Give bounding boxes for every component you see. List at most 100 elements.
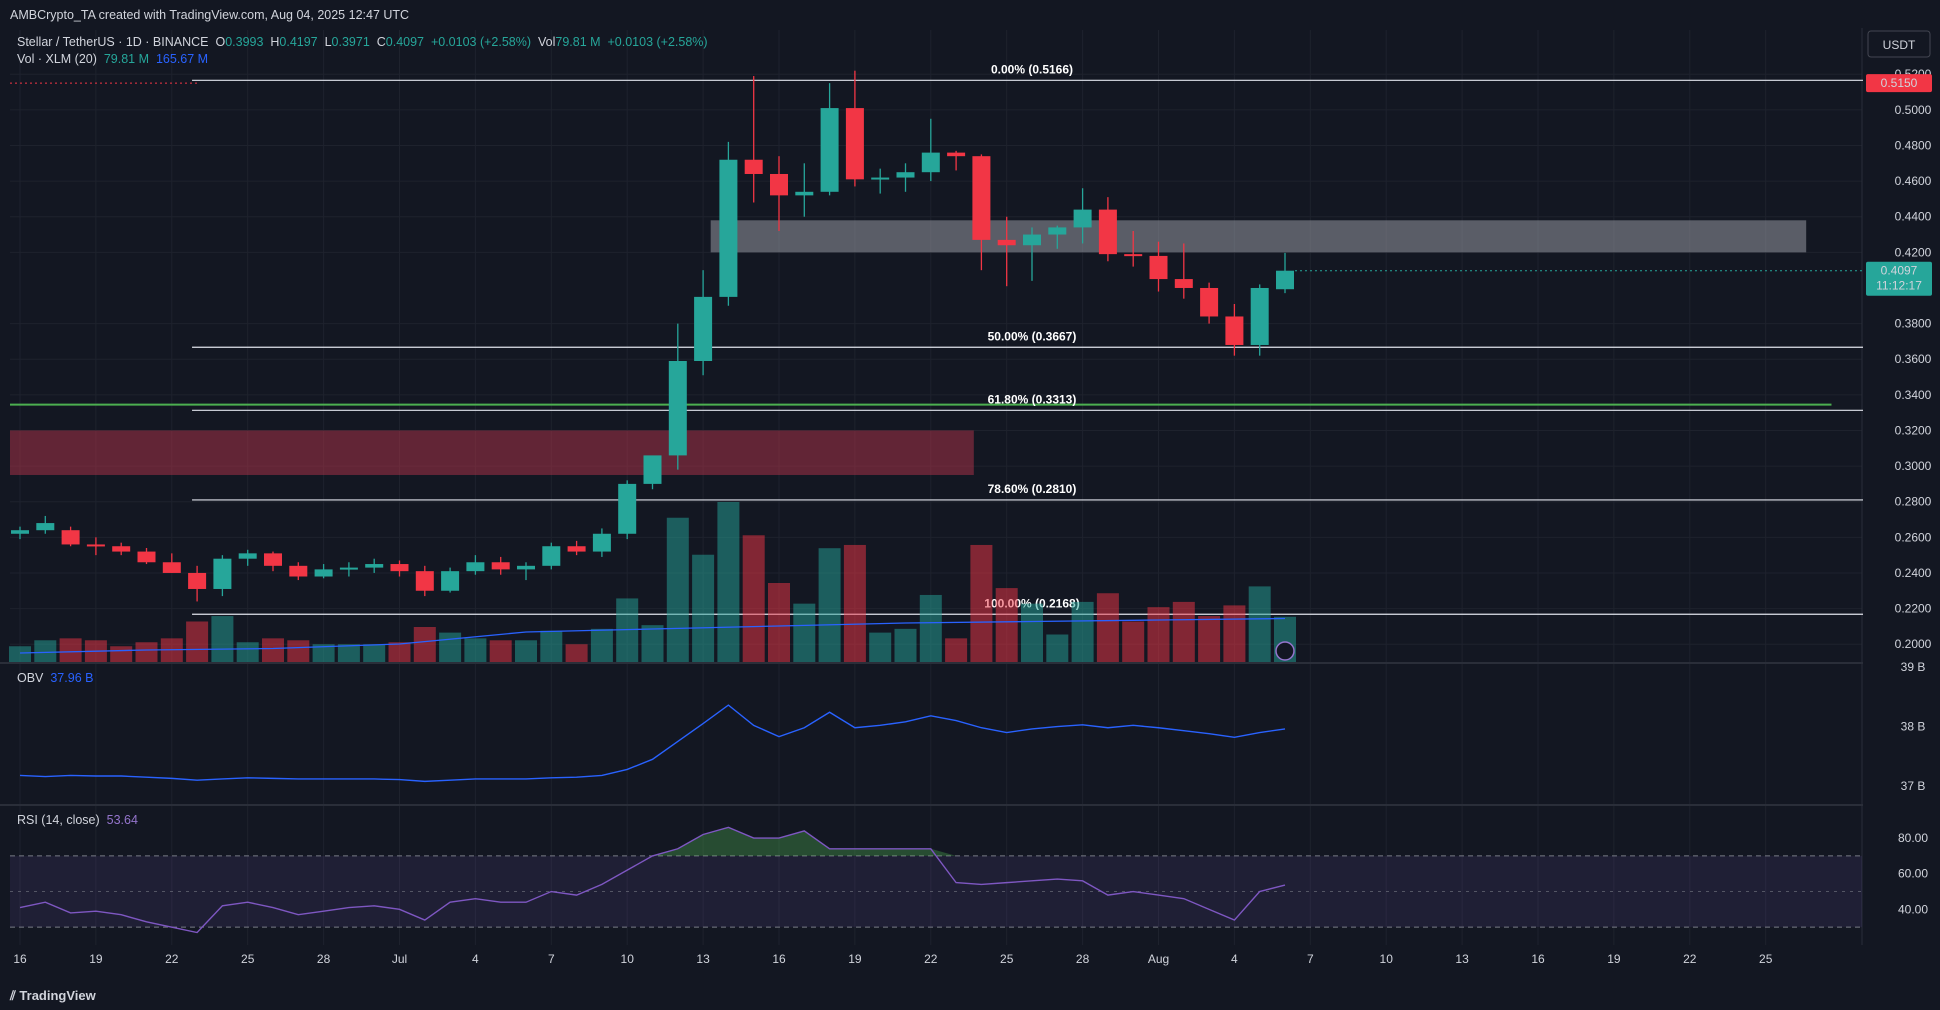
legend-h-label: H <box>270 35 280 49</box>
candle-body-6 <box>162 562 181 573</box>
legend-rsi-label: RSI (14, close) <box>17 813 100 827</box>
volume-bar-29 <box>742 535 765 662</box>
last-price-tag <box>1866 261 1932 296</box>
x-tick-3: 25 <box>241 952 255 966</box>
legend-o: 0.3993 <box>225 35 264 49</box>
candle-body-42 <box>1073 209 1092 228</box>
high-price-text: 0.5150 <box>1881 76 1918 90</box>
rsi-tick-2: 40.00 <box>1898 902 1928 916</box>
candle-body-10 <box>264 553 282 566</box>
volume-bar-32 <box>818 548 841 662</box>
candle-body-21 <box>542 546 561 566</box>
legend-rsi-row: RSI (14, close) 53.64 <box>17 813 138 827</box>
price-tick-7: 0.3600 <box>1895 352 1932 366</box>
volume-bar-47 <box>1198 616 1221 662</box>
candle-body-35 <box>896 172 915 178</box>
countdown-text: 11:12:17 <box>1876 279 1922 293</box>
x-tick-12: 22 <box>924 952 938 966</box>
price-tick-9: 0.3200 <box>1895 423 1932 437</box>
volume-bar-48 <box>1223 605 1246 662</box>
volume-bar-2 <box>59 638 82 662</box>
x-tick-20: 16 <box>1531 952 1545 966</box>
fib-label-2: 61.80% (0.3313) <box>988 392 1077 406</box>
chart-canvas[interactable]: 0.00% (0.5166) 50.00% (0.3667) 61.80% (0.3… <box>0 28 1940 980</box>
volume-bar-27 <box>692 554 715 662</box>
candle-body-27 <box>694 296 713 361</box>
volume-bar-46 <box>1172 601 1195 662</box>
x-tick-4: 28 <box>317 952 331 966</box>
candle-body-25 <box>643 455 662 484</box>
rsi-line <box>19 826 1286 934</box>
x-tick-10: 16 <box>772 952 786 966</box>
currency-box <box>1867 30 1931 58</box>
fib-label-1: 50.00% (0.3667) <box>988 329 1077 343</box>
x-tick-2: 22 <box>165 952 179 966</box>
header-bar: AMBCrypto_TA created with TradingView.co… <box>0 0 1940 28</box>
x-tick-19: 13 <box>1455 952 1469 966</box>
volume-bar-5 <box>135 642 158 662</box>
x-tick-21: 19 <box>1607 952 1621 966</box>
tradingview-logo: ⫽ TradingView <box>10 988 96 1003</box>
legend-vol-ma-b: 165.67 M <box>155 52 209 66</box>
obv-tick-0: 39 B <box>1901 660 1926 674</box>
obv-pane <box>19 704 1286 783</box>
price-tick-13: 0.2400 <box>1895 566 1932 580</box>
legend-rsi-value: 53.64 <box>106 813 138 827</box>
candle-body-28 <box>719 159 738 297</box>
candle-body-1 <box>36 523 55 531</box>
candle-body-32 <box>820 108 839 192</box>
candle-body-2 <box>61 530 80 545</box>
price-tick-14: 0.2200 <box>1895 602 1932 616</box>
x-tick-13: 25 <box>1000 952 1014 966</box>
price-tick-12: 0.2600 <box>1895 530 1932 544</box>
volume-ma-line <box>19 617 1286 654</box>
price-axis-bg <box>1863 28 1940 945</box>
volume-bar-45 <box>1147 607 1170 662</box>
candle-body-49 <box>1250 287 1269 345</box>
volume-bar-25 <box>641 625 664 662</box>
legend-volume-row: Vol · XLM (20) 79.81 M 165.67 M <box>17 52 208 66</box>
grid-lines <box>0 28 1940 945</box>
candle-body-31 <box>795 191 814 196</box>
legend-obv-label: OBV <box>17 671 44 685</box>
candle-body-34 <box>871 177 890 180</box>
header-text: AMBCrypto_TA created with TradingView.co… <box>10 8 410 22</box>
legend-l-label: L <box>324 35 332 49</box>
obv-tick-2: 37 B <box>1901 779 1926 793</box>
candle-body-5 <box>137 551 156 563</box>
x-tick-6: 4 <box>472 952 479 966</box>
volume-bar-18 <box>464 638 487 662</box>
volume-bar-9 <box>236 642 259 662</box>
candle-body-12 <box>314 569 333 577</box>
candle-body-16 <box>415 571 434 591</box>
candle-body-18 <box>466 562 485 572</box>
legend-h: 0.4197 <box>279 35 318 49</box>
volume-bar-13 <box>337 644 360 662</box>
currency-label: USDT <box>1883 38 1916 52</box>
x-tick-18: 10 <box>1380 952 1394 966</box>
price-tick-11: 0.2800 <box>1895 495 1932 509</box>
legend-change: +0.0103 (+2.58%) <box>430 35 532 49</box>
volume-bar-43 <box>1096 593 1119 662</box>
volume-bar-38 <box>970 544 993 662</box>
legend-symbol: Stellar / TetherUS · 1D · BINANCE <box>17 35 209 49</box>
volume-bar-36 <box>919 594 942 662</box>
last-price-text: 0.4097 <box>1881 264 1918 278</box>
volume-bar-8 <box>211 616 234 662</box>
volume-bar-49 <box>1248 586 1271 662</box>
candle-body-44 <box>1124 254 1143 257</box>
candle-body-38 <box>972 156 991 240</box>
legend-symbol-row: Stellar / TetherUS · 1D · BINANCE O0.399… <box>17 35 708 49</box>
legend-c: 0.4097 <box>385 35 424 49</box>
legend-l: 0.3971 <box>331 35 370 49</box>
volume-bar-22 <box>565 644 588 662</box>
candle-body-7 <box>188 572 207 589</box>
volume-bar-7 <box>186 621 209 662</box>
candle-body-41 <box>1048 227 1067 235</box>
legend-vol-ma-a: 79.81 M <box>103 52 150 66</box>
volume-bar-28 <box>717 502 740 662</box>
legend-o-label: O <box>215 35 226 49</box>
obv-line <box>19 704 1286 783</box>
volume-bar-35 <box>894 628 917 662</box>
